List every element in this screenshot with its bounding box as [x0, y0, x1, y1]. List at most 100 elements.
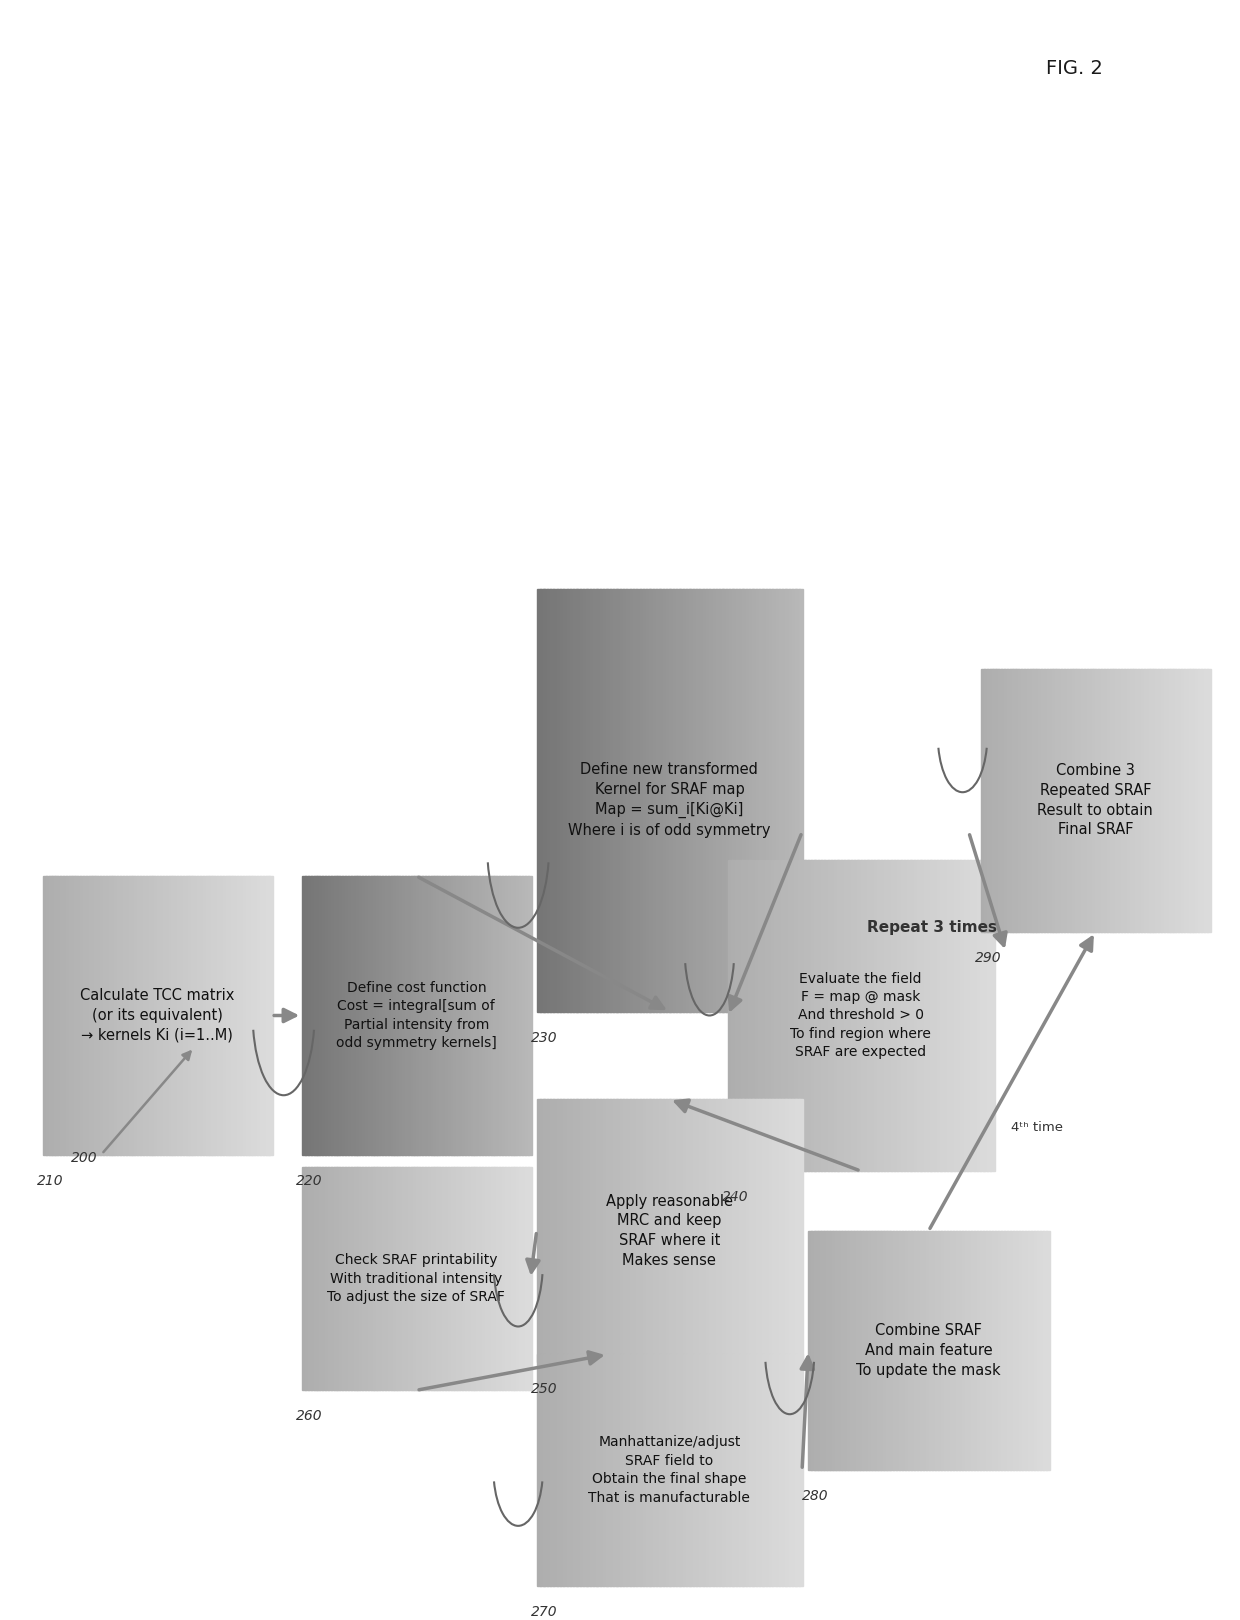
- Bar: [606, 1354, 611, 1586]
- Bar: [640, 1354, 644, 1586]
- Bar: [1095, 669, 1100, 931]
- Bar: [410, 1166, 414, 1390]
- Text: 290: 290: [975, 951, 1002, 966]
- Bar: [246, 876, 249, 1155]
- Bar: [765, 860, 769, 1171]
- Bar: [188, 876, 192, 1155]
- Bar: [470, 876, 475, 1155]
- Bar: [771, 860, 776, 1171]
- Bar: [537, 590, 541, 1011]
- Bar: [620, 1354, 624, 1586]
- Text: Apply reasonable
MRC and keep
SRAF where it
Makes sense: Apply reasonable MRC and keep SRAF where…: [606, 1194, 733, 1268]
- Bar: [1099, 669, 1102, 931]
- Bar: [930, 860, 935, 1171]
- Bar: [103, 876, 107, 1155]
- Bar: [314, 1166, 317, 1390]
- Bar: [642, 1100, 647, 1362]
- Bar: [652, 590, 657, 1011]
- Bar: [513, 876, 517, 1155]
- Bar: [117, 876, 122, 1155]
- Bar: [745, 1100, 750, 1362]
- Bar: [1167, 669, 1171, 931]
- Bar: [944, 1231, 947, 1469]
- Bar: [998, 1231, 1002, 1469]
- Bar: [580, 1100, 584, 1362]
- Bar: [851, 860, 856, 1171]
- Bar: [960, 860, 965, 1171]
- Bar: [1149, 669, 1153, 931]
- Bar: [732, 860, 735, 1171]
- Bar: [1028, 1231, 1032, 1469]
- Bar: [1161, 669, 1166, 931]
- Bar: [308, 876, 312, 1155]
- Bar: [765, 1354, 770, 1586]
- Bar: [977, 860, 981, 1171]
- Bar: [725, 1100, 730, 1362]
- Bar: [795, 860, 799, 1171]
- Bar: [924, 860, 929, 1171]
- Bar: [862, 1231, 867, 1469]
- Bar: [610, 1100, 614, 1362]
- Bar: [57, 876, 61, 1155]
- Bar: [838, 1231, 843, 1469]
- Bar: [753, 590, 756, 1011]
- Bar: [923, 1231, 926, 1469]
- Bar: [351, 1166, 355, 1390]
- Bar: [901, 1231, 905, 1469]
- Bar: [1061, 669, 1065, 931]
- Bar: [920, 1231, 924, 1469]
- Bar: [844, 860, 848, 1171]
- Bar: [632, 1354, 637, 1586]
- Bar: [680, 590, 684, 1011]
- Bar: [422, 876, 427, 1155]
- Bar: [910, 1231, 915, 1469]
- Bar: [990, 669, 993, 931]
- Bar: [100, 876, 104, 1155]
- Bar: [954, 860, 959, 1171]
- Bar: [622, 590, 627, 1011]
- Bar: [689, 1100, 694, 1362]
- Bar: [723, 590, 727, 1011]
- Bar: [1035, 669, 1039, 931]
- Bar: [567, 1100, 572, 1362]
- Bar: [837, 860, 842, 1171]
- Bar: [465, 1166, 469, 1390]
- Bar: [676, 1100, 681, 1362]
- Bar: [1158, 669, 1162, 931]
- Bar: [925, 1231, 930, 1469]
- Bar: [670, 1354, 673, 1586]
- Bar: [539, 1354, 544, 1586]
- Bar: [606, 590, 611, 1011]
- Bar: [496, 876, 500, 1155]
- Bar: [583, 1100, 588, 1362]
- Bar: [491, 876, 495, 1155]
- Bar: [600, 1354, 604, 1586]
- Bar: [696, 590, 701, 1011]
- Bar: [630, 1354, 634, 1586]
- Bar: [88, 876, 93, 1155]
- Bar: [996, 669, 999, 931]
- Bar: [382, 876, 386, 1155]
- Bar: [1047, 669, 1050, 931]
- Bar: [640, 590, 644, 1011]
- Bar: [709, 590, 714, 1011]
- Bar: [340, 876, 343, 1155]
- Bar: [1018, 669, 1022, 931]
- Bar: [844, 1231, 848, 1469]
- Bar: [947, 860, 951, 1171]
- Bar: [520, 1166, 523, 1390]
- Bar: [157, 876, 161, 1155]
- Bar: [699, 1354, 704, 1586]
- Bar: [265, 876, 269, 1155]
- Bar: [487, 876, 492, 1155]
- Bar: [563, 590, 568, 1011]
- Bar: [547, 1100, 551, 1362]
- Bar: [613, 1354, 618, 1586]
- Bar: [365, 1166, 370, 1390]
- Bar: [962, 1231, 966, 1469]
- Bar: [944, 860, 949, 1171]
- Bar: [1198, 669, 1202, 931]
- Bar: [603, 1354, 608, 1586]
- Bar: [516, 1166, 521, 1390]
- Bar: [777, 860, 782, 1171]
